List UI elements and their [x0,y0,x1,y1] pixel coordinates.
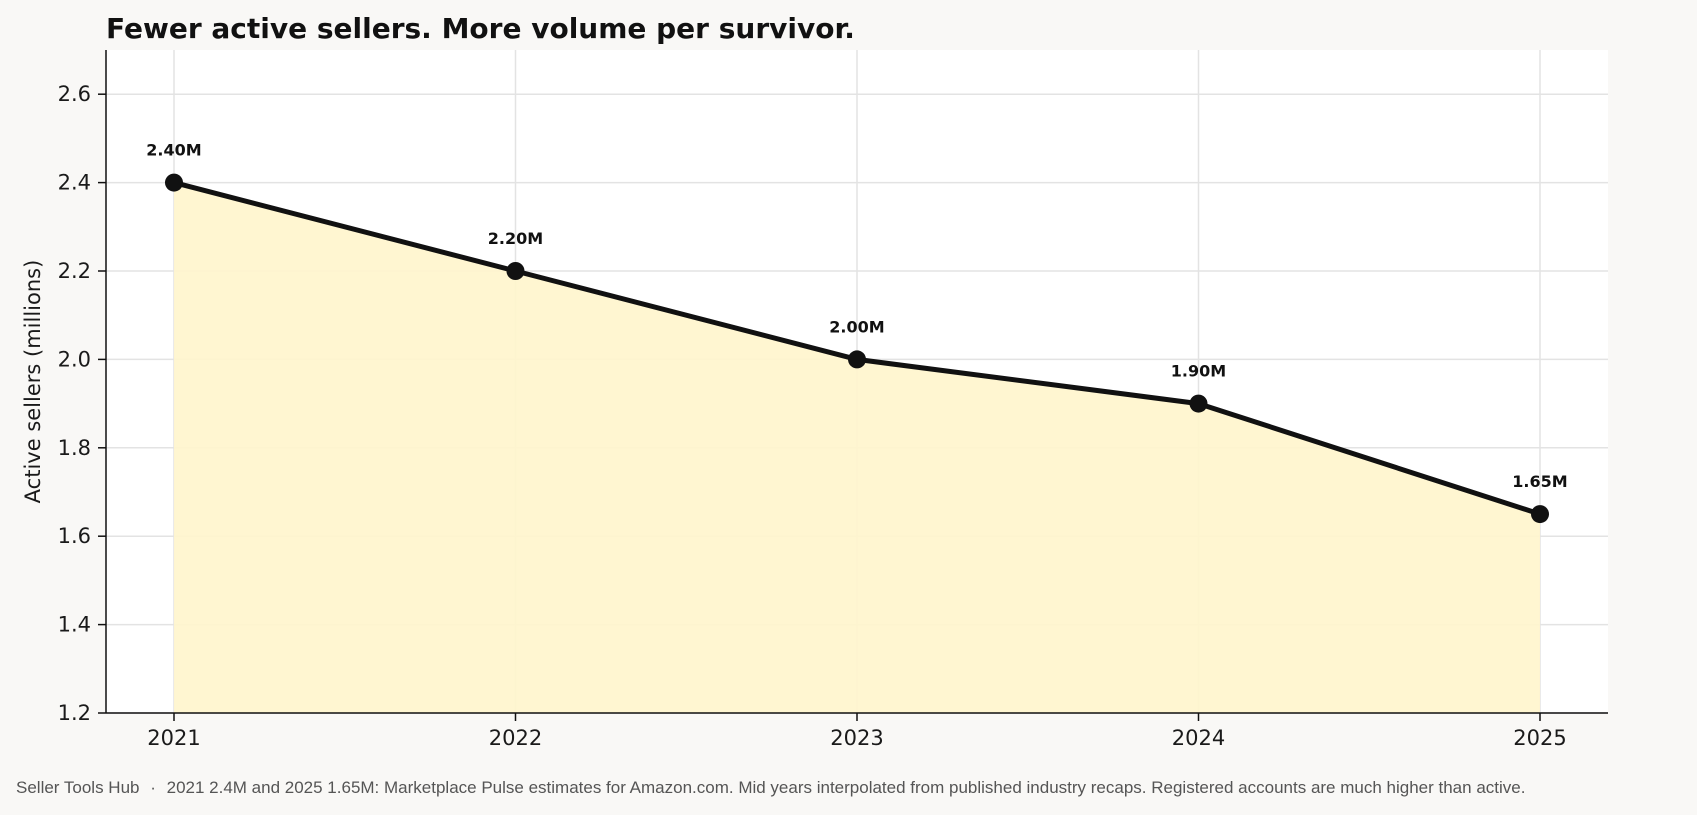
x-axis-ticks: 2021 2022 2023 2024 2025 [147,713,1567,750]
data-point-2025 [1531,505,1549,524]
y-tick-label: 1.8 [58,436,91,460]
y-tick-label: 1.6 [58,524,91,548]
y-tick-label: 1.4 [58,613,91,637]
x-tick-label-2022: 2022 [489,726,542,750]
data-label-2025: 1.65M [1512,472,1567,491]
data-label-2024: 1.90M [1171,362,1226,381]
x-tick-label-2024: 2024 [1172,726,1225,750]
data-points [165,173,1549,524]
x-tick-label-2025: 2025 [1513,726,1566,750]
data-point-2023 [848,350,866,369]
data-point-2022 [506,262,525,280]
data-label-2021: 2.40M [146,141,201,160]
y-tick-label: 2.6 [58,82,91,106]
x-tick-label-2023: 2023 [830,726,883,750]
footer-note: Seller Tools Hub · 2021 2.4M and 2025 1.… [16,778,1525,798]
chart-title: Fewer active sellers. More volume per su… [106,12,855,45]
y-tick-label: 2.4 [58,171,91,195]
y-tick-label: 2.2 [58,259,91,283]
data-labels: 2.40M 2.20M 2.00M 1.90M 1.65M [146,141,1567,492]
data-point-2024 [1189,394,1208,413]
y-tick-label: 2.0 [58,347,91,371]
footer-text: 2021 2.4M and 2025 1.65M: Marketplace Pu… [166,778,1526,797]
footer-separator: · [150,778,156,797]
data-point-2021 [165,173,183,192]
y-tick-label: 1.2 [58,701,91,725]
y-axis-label: Active sellers (millions) [21,260,45,504]
area-fill [174,182,1540,714]
y-axis-ticks: 1.2 1.4 1.6 1.8 2.0 2.2 2.4 2.6 [58,82,106,725]
data-label-2022: 2.20M [488,229,543,248]
x-tick-label-2021: 2021 [147,726,200,750]
data-label-2023: 2.00M [829,317,884,336]
footer-source: Seller Tools Hub [16,778,140,797]
